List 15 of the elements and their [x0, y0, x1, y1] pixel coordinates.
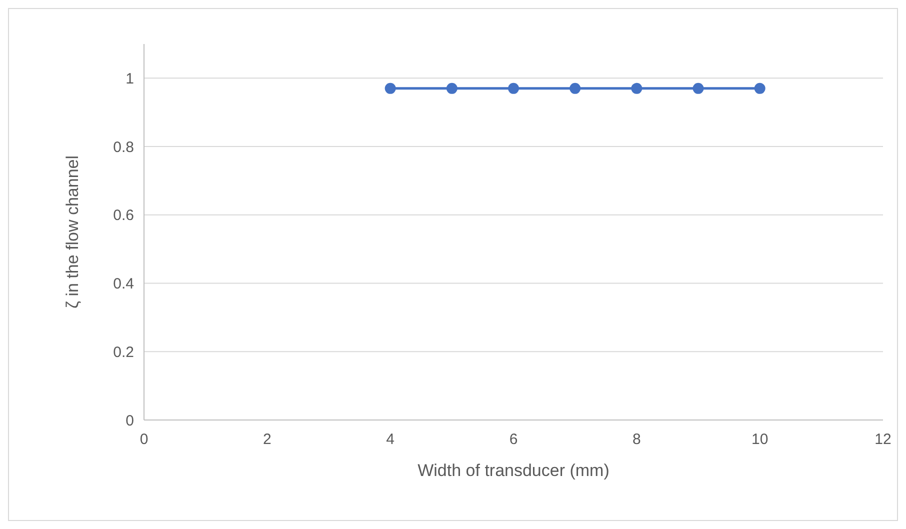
x-tick-label: 6 [509, 431, 518, 448]
y-tick-label: 1 [126, 70, 134, 88]
x-tick-label: 2 [262, 431, 272, 448]
x-tick-label: 10 [751, 431, 768, 448]
y-tick-label: 0.4 [113, 276, 134, 293]
y-tick-label: 0.2 [113, 344, 134, 361]
x-tick-label: 8 [632, 431, 641, 448]
y-tick-label: 0.8 [113, 138, 134, 156]
x-tick-label: 0 [140, 431, 148, 448]
x-axis-title: Width of transducer (mm) [418, 461, 610, 480]
x-tick-label: 12 [874, 431, 892, 448]
y-tick-label: 0.6 [113, 207, 134, 224]
x-tick-label: 4 [386, 431, 395, 448]
y-axis-title: ζ in the flow channel [63, 155, 82, 309]
y-tick-label: 0 [126, 412, 134, 430]
